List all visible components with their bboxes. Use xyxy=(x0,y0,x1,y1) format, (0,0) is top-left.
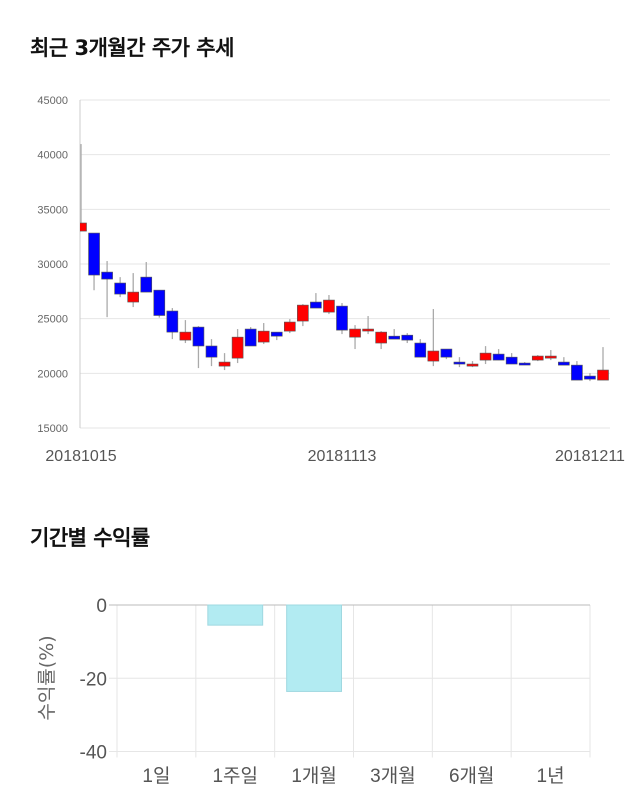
candle-body xyxy=(531,355,544,361)
y-tick-label: 15000 xyxy=(37,423,68,435)
x-tick-label: 1주일 xyxy=(212,765,258,787)
y-tick-label: -20 xyxy=(80,669,107,690)
candle-body xyxy=(466,363,479,367)
x-tick-label: 6개월 xyxy=(449,765,495,787)
y-tick-label: 40000 xyxy=(37,150,68,162)
x-tick-label: 20181015 xyxy=(45,448,116,465)
y-tick-label: 35000 xyxy=(37,204,68,216)
candle-body xyxy=(297,304,309,322)
candle-body xyxy=(205,345,218,358)
y-tick-label: 25000 xyxy=(37,314,68,326)
candle-body xyxy=(244,328,257,347)
candle-body xyxy=(584,375,596,380)
candle-body xyxy=(257,330,270,343)
candle-body xyxy=(375,331,387,344)
candles xyxy=(80,144,609,382)
x-tick-label: 1년 xyxy=(537,765,565,787)
candle-body xyxy=(179,331,192,341)
y-tick-label: 0 xyxy=(96,596,107,617)
candle-body xyxy=(127,291,139,303)
candle-body xyxy=(401,334,414,341)
candle-body xyxy=(153,289,166,316)
candle-body xyxy=(323,299,335,313)
x-tick-label: 1개월 xyxy=(291,765,337,787)
candle-body xyxy=(218,361,231,367)
candle-body xyxy=(518,362,531,366)
candle-body xyxy=(492,353,505,361)
candle-body xyxy=(453,361,466,365)
price-trend-title: 최근 3개월간 주가 추세 xyxy=(30,36,234,60)
candle-body xyxy=(414,342,427,358)
candle-body xyxy=(558,361,570,366)
y-tick-label: 20000 xyxy=(37,368,68,380)
candle-body xyxy=(479,352,492,361)
candle-body xyxy=(192,326,205,347)
candlestick-chart: 45000 40000 35000 30000 25000 20000 15000 20181… xyxy=(37,95,625,465)
return-bar xyxy=(207,604,264,626)
candle-body xyxy=(597,369,609,381)
candle-body xyxy=(544,355,557,359)
candle-body xyxy=(388,335,401,340)
candle-body xyxy=(440,348,453,358)
candle-body xyxy=(166,310,179,333)
x-tick-label: 3개월 xyxy=(370,765,416,787)
x-tick-label: 20181211 xyxy=(555,448,625,465)
return-bar xyxy=(286,604,342,692)
candle-body xyxy=(427,350,440,362)
period-return-title: 기간별 수익률 xyxy=(30,526,150,550)
candle-body xyxy=(80,222,87,232)
y-axis-label: 수익률(%) xyxy=(36,635,58,720)
candle-body xyxy=(571,364,583,381)
candle-body xyxy=(101,271,113,280)
candle-body xyxy=(362,328,374,332)
candle-body xyxy=(88,232,100,276)
y-tick-label: 45000 xyxy=(37,95,68,107)
candle-body xyxy=(283,321,296,332)
x-tick-label: 20181113 xyxy=(308,448,377,465)
candle-body xyxy=(140,276,153,293)
candle-body xyxy=(310,301,322,309)
y-tick-label: 30000 xyxy=(37,259,68,271)
x-tick-label: 1일 xyxy=(142,765,170,787)
candle-body xyxy=(349,328,361,338)
candle-body xyxy=(270,331,283,337)
y-tick-label: -40 xyxy=(80,743,107,764)
candle-body xyxy=(505,356,518,365)
candle-body xyxy=(336,305,348,331)
candle-body xyxy=(231,336,244,359)
candle-body xyxy=(114,282,126,295)
